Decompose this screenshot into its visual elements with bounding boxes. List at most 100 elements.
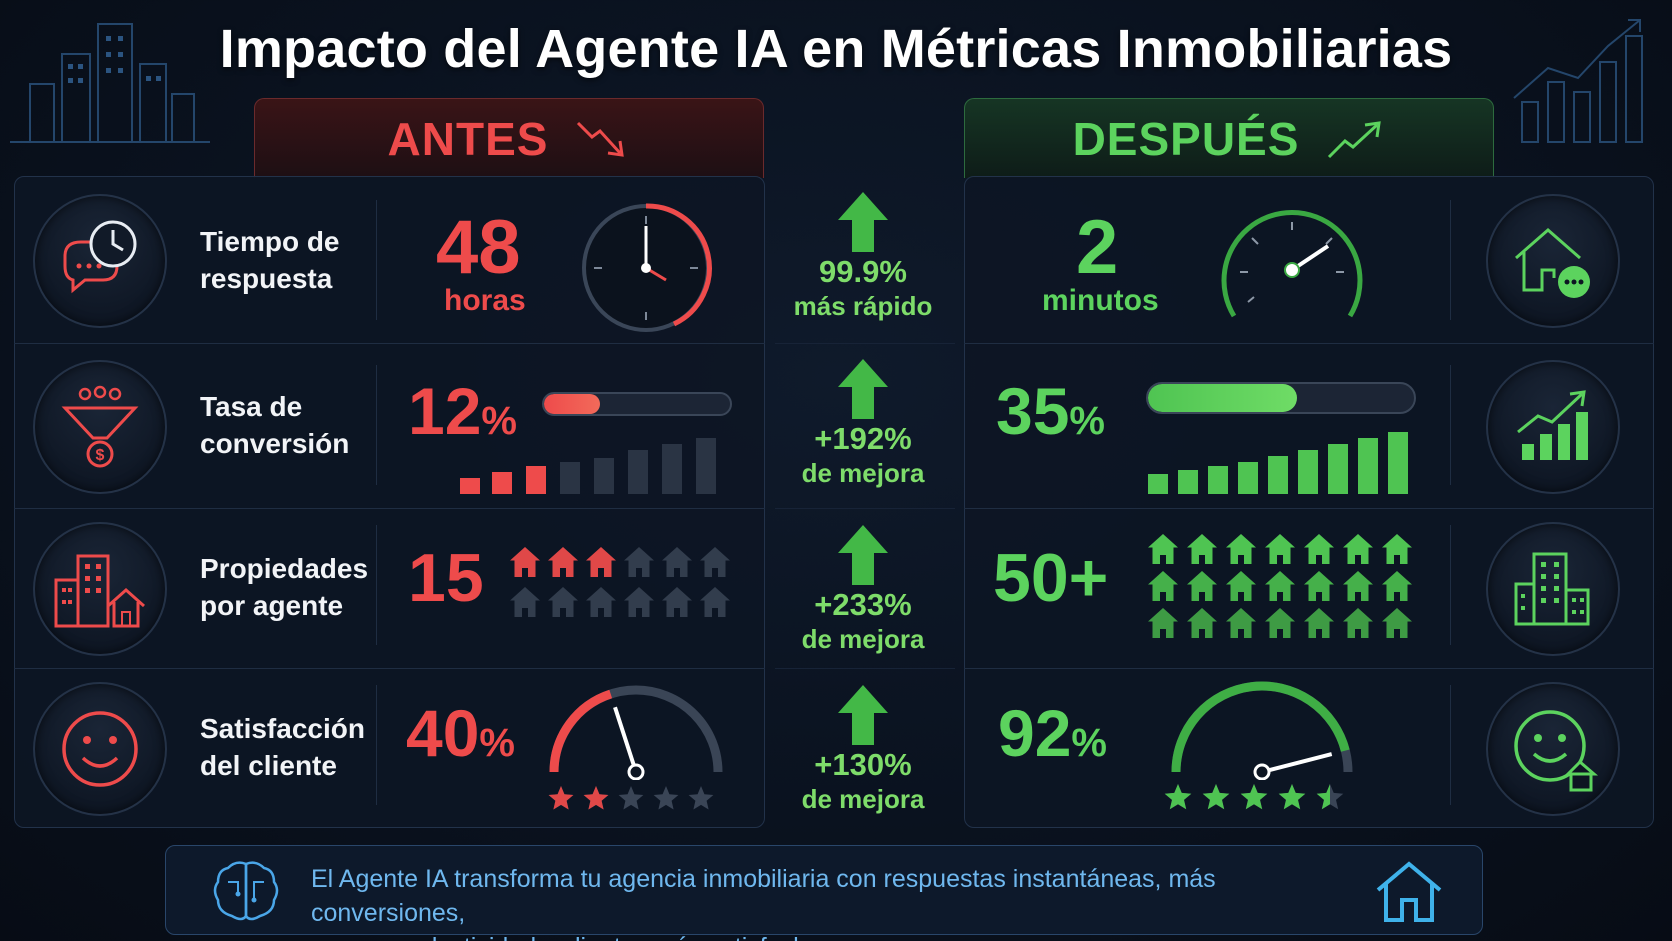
row-divider xyxy=(964,668,1654,669)
house-icon xyxy=(548,547,578,577)
house-icon xyxy=(1304,608,1334,638)
house-icon xyxy=(1343,608,1373,638)
row-divider xyxy=(964,343,1654,344)
before-unit-tiempo: horas xyxy=(444,284,526,317)
row-divider xyxy=(964,508,1654,509)
house-icon xyxy=(624,587,654,617)
brain-circuit-icon xyxy=(213,861,279,921)
house-icon xyxy=(1343,534,1373,564)
trend-down-icon xyxy=(577,121,625,157)
house-icon xyxy=(624,547,654,577)
row-divider xyxy=(775,668,955,669)
house-icon xyxy=(1148,534,1178,564)
after-unit-tiempo: minutos xyxy=(1042,284,1159,317)
funnel-dollar-icon: $ xyxy=(33,360,167,494)
header-despues-label: DESPUÉS xyxy=(1072,112,1300,165)
star-icon xyxy=(1316,784,1330,810)
after-gauge xyxy=(1171,681,1353,780)
smiley-icon xyxy=(33,682,167,816)
improvement-conversion: +192% de mejora xyxy=(763,357,963,489)
house-icon xyxy=(1148,571,1178,601)
after-progress-bar xyxy=(1146,382,1416,414)
house-icon xyxy=(510,587,540,617)
arrow-up-icon xyxy=(838,359,888,419)
house-icon xyxy=(1265,534,1295,564)
house-icon xyxy=(1382,608,1412,638)
house-icon xyxy=(700,547,730,577)
improvement-satisfaccion: +130% de mejora xyxy=(763,683,963,815)
trend-up-icon xyxy=(1328,120,1382,158)
house-icon xyxy=(586,547,616,577)
row-divider xyxy=(14,343,765,344)
star-icon xyxy=(1240,784,1268,810)
metric-label-conversion: Tasa de conversión xyxy=(200,391,350,459)
house-icon xyxy=(1226,571,1256,601)
row-divider xyxy=(775,508,955,509)
house-chat-icon xyxy=(1486,194,1620,328)
metric-label-tiempo: Tiempo de respuesta xyxy=(200,226,340,294)
star-icon xyxy=(618,786,644,810)
smiley-house-icon xyxy=(1486,682,1620,816)
before-house-grid xyxy=(510,547,730,617)
row-divider xyxy=(14,668,765,669)
house-icon xyxy=(700,587,730,617)
house-icon xyxy=(548,587,578,617)
house-icon xyxy=(1304,571,1334,601)
buildings-icon xyxy=(1486,522,1620,656)
star-icon xyxy=(583,786,609,810)
house-icon xyxy=(1265,608,1295,638)
after-house-grid xyxy=(1148,534,1412,638)
house-icon xyxy=(1382,571,1412,601)
house-icon xyxy=(1265,571,1295,601)
house-icon xyxy=(1343,571,1373,601)
before-value-tiempo: 48 xyxy=(436,205,521,290)
house-icon xyxy=(510,547,540,577)
after-value-tiempo: 2 xyxy=(1076,205,1119,290)
house-icon xyxy=(1148,608,1178,638)
chat-clock-icon xyxy=(33,194,167,328)
arrow-up-icon xyxy=(838,192,888,252)
growth-bars-decoration xyxy=(1513,19,1643,143)
before-rating-stars xyxy=(548,786,714,810)
gauge-needle xyxy=(613,706,638,773)
page-title: Impacto del Agente IA en Métricas Inmobi… xyxy=(219,19,1453,79)
clock-icon xyxy=(582,203,712,332)
svg-text:$: $ xyxy=(96,447,105,464)
house-icon xyxy=(662,587,692,617)
after-value-conversion: 35% xyxy=(996,374,1105,448)
house-icon xyxy=(586,587,616,617)
row-divider xyxy=(775,343,955,344)
house-outline-icon xyxy=(1376,861,1442,922)
star-icon xyxy=(653,786,679,810)
header-antes-label: ANTES xyxy=(387,112,549,165)
before-bar-chart xyxy=(460,438,716,494)
house-icon xyxy=(1382,534,1412,564)
arrow-up-icon xyxy=(838,525,888,585)
improvement-tiempo: 99.9% más rápido xyxy=(763,190,963,322)
house-icon xyxy=(1187,608,1217,638)
improvement-propiedades: +233% de mejora xyxy=(763,523,963,655)
growth-chart-icon xyxy=(1486,360,1620,494)
footer-text: El Agente IA transforma tu agencia inmob… xyxy=(311,865,1216,941)
house-icon xyxy=(1187,571,1217,601)
house-icon xyxy=(1226,608,1256,638)
after-value-propiedades: 50+ xyxy=(993,540,1109,616)
speedometer-icon xyxy=(1221,210,1363,318)
after-rating-stars xyxy=(1164,784,1344,810)
house-icon xyxy=(662,547,692,577)
arrow-up-icon xyxy=(838,685,888,745)
buildings-house-icon xyxy=(33,522,167,656)
before-value-satisfaccion: 40% xyxy=(406,696,515,770)
star-icon xyxy=(688,786,714,810)
star-icon xyxy=(1164,784,1192,810)
after-value-satisfaccion: 92% xyxy=(998,696,1107,770)
before-value-propiedades: 15 xyxy=(408,540,484,616)
row-divider xyxy=(14,508,765,509)
metric-label-satisfaccion: Satisfacción del cliente xyxy=(200,713,365,781)
star-icon xyxy=(548,786,574,810)
gauge-needle xyxy=(1261,752,1333,774)
before-gauge xyxy=(549,685,723,780)
metric-label-propiedades: Propiedades por agente xyxy=(200,553,369,621)
footer-banner: El Agente IA transforma tu agencia inmob… xyxy=(165,845,1483,941)
city-skyline-decoration xyxy=(10,23,210,143)
